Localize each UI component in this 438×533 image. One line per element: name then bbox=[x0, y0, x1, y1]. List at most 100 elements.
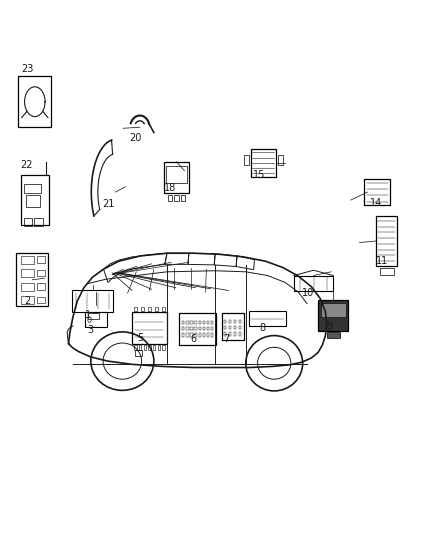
Bar bbox=[379, 268, 393, 274]
Bar bbox=[223, 333, 226, 336]
Bar bbox=[202, 334, 205, 337]
Text: 3: 3 bbox=[87, 325, 93, 335]
Text: 7: 7 bbox=[223, 334, 229, 344]
Bar bbox=[233, 333, 236, 336]
Bar bbox=[210, 321, 212, 324]
Text: 1: 1 bbox=[85, 310, 91, 320]
Bar bbox=[18, 76, 51, 127]
Bar bbox=[148, 345, 150, 351]
Bar bbox=[206, 334, 208, 337]
Bar bbox=[37, 284, 45, 290]
Text: 22: 22 bbox=[20, 160, 32, 171]
Bar bbox=[223, 326, 226, 329]
Bar bbox=[375, 216, 396, 266]
Bar bbox=[194, 321, 196, 324]
Bar bbox=[37, 256, 45, 263]
Bar bbox=[143, 345, 146, 351]
Bar bbox=[162, 307, 165, 311]
Bar bbox=[85, 312, 107, 327]
Bar bbox=[364, 179, 389, 205]
Text: 11: 11 bbox=[375, 256, 388, 266]
Bar bbox=[162, 345, 164, 351]
Bar bbox=[21, 256, 34, 264]
Bar bbox=[190, 321, 192, 324]
Text: 15: 15 bbox=[252, 170, 265, 180]
Bar bbox=[163, 162, 189, 192]
Bar bbox=[21, 282, 34, 290]
Text: 21: 21 bbox=[102, 199, 114, 209]
Text: 6: 6 bbox=[190, 334, 196, 344]
Bar bbox=[198, 334, 200, 337]
Bar bbox=[182, 334, 184, 337]
Bar bbox=[155, 307, 158, 311]
Bar bbox=[132, 312, 166, 344]
Bar bbox=[326, 332, 339, 338]
Text: 8: 8 bbox=[259, 322, 265, 333]
Text: 9: 9 bbox=[326, 321, 332, 331]
Bar bbox=[238, 326, 240, 329]
Bar bbox=[198, 321, 200, 324]
Text: 20: 20 bbox=[129, 133, 141, 143]
Bar bbox=[134, 350, 142, 357]
Bar bbox=[16, 253, 48, 306]
Bar bbox=[21, 296, 34, 304]
Bar bbox=[198, 327, 200, 330]
Bar bbox=[21, 175, 49, 225]
Text: 10: 10 bbox=[301, 288, 314, 298]
Text: 18: 18 bbox=[164, 183, 176, 193]
Bar bbox=[174, 195, 178, 201]
Bar bbox=[320, 303, 345, 317]
Bar bbox=[194, 327, 196, 330]
Bar bbox=[152, 345, 155, 351]
Text: 5: 5 bbox=[137, 333, 144, 343]
Bar bbox=[202, 321, 205, 324]
Bar bbox=[186, 334, 188, 337]
Bar bbox=[250, 149, 276, 176]
Bar bbox=[186, 327, 188, 330]
Text: 2: 2 bbox=[25, 296, 31, 306]
Bar bbox=[223, 320, 226, 323]
Bar bbox=[167, 195, 172, 201]
Bar bbox=[238, 333, 240, 336]
Bar bbox=[24, 183, 41, 193]
Bar bbox=[138, 345, 141, 351]
Bar bbox=[157, 345, 160, 351]
Bar bbox=[248, 311, 286, 326]
Bar bbox=[88, 313, 99, 319]
Bar bbox=[182, 327, 184, 330]
Bar bbox=[182, 321, 184, 324]
Bar bbox=[190, 327, 192, 330]
Text: 14: 14 bbox=[369, 198, 381, 208]
Bar bbox=[202, 327, 205, 330]
Bar bbox=[194, 334, 196, 337]
Text: 23: 23 bbox=[21, 64, 33, 74]
Bar bbox=[21, 269, 34, 277]
Bar bbox=[210, 334, 212, 337]
Bar bbox=[243, 156, 248, 165]
Bar bbox=[24, 219, 32, 227]
Bar bbox=[37, 270, 45, 276]
Bar bbox=[179, 313, 216, 345]
Bar bbox=[318, 300, 347, 331]
Bar bbox=[229, 326, 231, 329]
Bar bbox=[186, 321, 188, 324]
Bar bbox=[37, 297, 45, 303]
Bar bbox=[72, 290, 113, 312]
Bar bbox=[141, 307, 144, 311]
Bar bbox=[34, 219, 42, 227]
Bar bbox=[238, 320, 240, 323]
Bar bbox=[190, 334, 192, 337]
Bar bbox=[25, 195, 39, 207]
Bar bbox=[277, 156, 283, 165]
Bar bbox=[233, 326, 236, 329]
Bar bbox=[206, 321, 208, 324]
Bar bbox=[206, 327, 208, 330]
Bar bbox=[148, 307, 151, 311]
Bar bbox=[166, 166, 186, 183]
Bar bbox=[221, 313, 243, 341]
Bar bbox=[210, 327, 212, 330]
Bar bbox=[134, 307, 137, 311]
Bar bbox=[229, 320, 231, 323]
Bar bbox=[293, 276, 332, 292]
Bar bbox=[229, 333, 231, 336]
